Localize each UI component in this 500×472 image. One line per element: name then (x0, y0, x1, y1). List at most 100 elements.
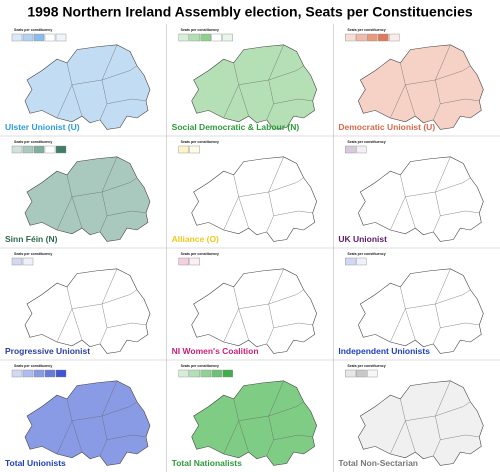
legend-swatch (200, 369, 211, 378)
legend-swatch (178, 145, 189, 154)
panel-label: Ulster Unionist (U) (5, 122, 80, 132)
map-boundaries (223, 268, 313, 344)
map-boundaries (390, 156, 480, 232)
map (191, 380, 317, 466)
panel-label: Democratic Unionist (U) (338, 122, 435, 132)
legend-swatch (189, 33, 200, 42)
legend-swatch (189, 145, 200, 154)
legend-swatch (356, 257, 367, 266)
map-outline (24, 380, 151, 466)
map-outline (191, 156, 317, 242)
panel-label: Total Unionists (5, 458, 66, 468)
legend-swatch (11, 369, 23, 378)
map-boundaries (390, 380, 480, 456)
legend-swatch (22, 33, 34, 42)
map (24, 268, 151, 354)
map (191, 156, 317, 242)
legend-swatch (389, 33, 400, 42)
map (24, 44, 151, 130)
legend-title: Seats per constituency (181, 252, 219, 256)
legend-swatch (345, 369, 356, 378)
legend-swatch (189, 369, 200, 378)
legend-swatch (44, 145, 56, 154)
map-outline (358, 268, 484, 354)
map (358, 156, 484, 242)
panel-label: Social Democratic & Labour (N) (172, 122, 300, 132)
panel-label: Progressive Unionist (5, 346, 90, 356)
legend-swatch (33, 33, 45, 42)
map-boundaries (223, 156, 313, 232)
legend-swatch (367, 33, 378, 42)
legend-swatch (222, 33, 233, 42)
map-boundaries (56, 268, 147, 344)
legend-swatch (11, 33, 23, 42)
legend-title: Seats per constituency (14, 364, 52, 368)
legend-swatch (33, 145, 45, 154)
legend-swatch (22, 145, 34, 154)
legend-title: Seats per constituency (14, 252, 52, 256)
legend-swatch (22, 257, 34, 266)
map (24, 380, 151, 466)
legend-title: Seats per constituency (347, 364, 385, 368)
map (24, 156, 151, 242)
legend-title: Seats per constituency (347, 252, 385, 256)
legend-swatch (44, 33, 56, 42)
legend-title: Seats per constituency (181, 140, 219, 144)
legend-swatch (356, 369, 367, 378)
legend-swatch (345, 145, 356, 154)
legend-title: Seats per constituency (14, 28, 52, 32)
panel-label: Total Non-Sectarian (338, 458, 418, 468)
legend-swatch (356, 33, 367, 42)
map (358, 44, 484, 130)
map (358, 268, 484, 354)
legend-swatch (55, 369, 67, 378)
map-boundaries (223, 44, 313, 120)
map (191, 268, 317, 354)
map-boundaries (223, 380, 313, 456)
legend-swatch (211, 33, 222, 42)
legend-swatch (378, 33, 389, 42)
panel-label: Total Nationalists (172, 458, 242, 468)
map-outline (24, 156, 151, 242)
legend-title: Seats per constituency (14, 140, 52, 144)
legend-swatch (55, 33, 67, 42)
title: 1998 Northern Ireland Assembly election,… (27, 4, 473, 20)
map-boundaries (390, 44, 480, 120)
panel-label: Independent Unionists (338, 346, 430, 356)
legend-title: Seats per constituency (181, 364, 219, 368)
legend-swatch (200, 33, 211, 42)
legend-swatch (33, 369, 45, 378)
map-outline (358, 156, 484, 242)
legend-swatch (178, 369, 189, 378)
legend-swatch (345, 257, 356, 266)
panel-label: Sinn Féin (N) (5, 234, 58, 244)
legend-swatch (178, 257, 189, 266)
map-outline (358, 380, 484, 466)
legend-title: Seats per constituency (347, 28, 385, 32)
panel-label: Alliance (O) (172, 234, 219, 244)
legend-swatch (356, 145, 367, 154)
map-boundaries (390, 268, 480, 344)
map-outline (24, 268, 151, 354)
map-outline (191, 380, 317, 466)
legend-swatch (11, 257, 23, 266)
panel-label: UK Unionist (338, 234, 387, 244)
legend-swatch (211, 369, 222, 378)
map-outline (191, 44, 317, 130)
legend-swatch (189, 257, 200, 266)
legend-swatch (178, 33, 189, 42)
legend-swatch (345, 33, 356, 42)
map (191, 44, 317, 130)
map-boundaries (56, 380, 147, 456)
map (358, 380, 484, 466)
legend-title: Seats per constituency (347, 140, 385, 144)
map-boundaries (56, 156, 147, 232)
map-outline (191, 268, 317, 354)
legend-title: Seats per constituency (181, 28, 219, 32)
legend-swatch (11, 145, 23, 154)
legend-swatch (22, 369, 34, 378)
legend-swatch (367, 369, 378, 378)
map-outline (24, 44, 151, 130)
map-outline (358, 44, 484, 130)
